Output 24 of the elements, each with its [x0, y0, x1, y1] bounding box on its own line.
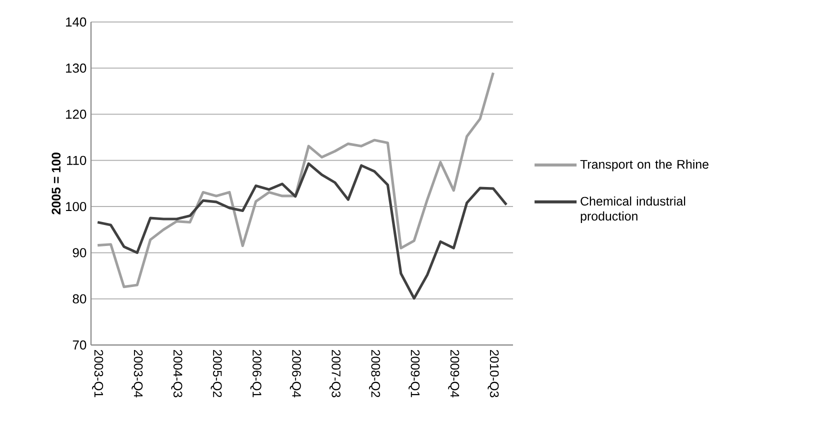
y-tick-label: 130: [66, 64, 86, 73]
y-tick-label: 100: [66, 202, 86, 212]
y-tick-label: 80: [72, 294, 86, 304]
legend-label: Chemical industrial production: [580, 196, 686, 224]
x-tick-label: 2005-Q2: [210, 350, 222, 398]
y-tick-label: 70: [72, 340, 86, 350]
y-tick-label: 90: [72, 248, 86, 258]
x-tick-label: 2008-Q2: [369, 350, 380, 398]
y-tick-label: 110: [66, 156, 86, 165]
y-tick-label: 140: [66, 17, 86, 27]
y-tick-label: 120: [66, 110, 86, 119]
x-tick-label: 2003-Q4: [132, 350, 143, 398]
x-tick-label: 2007-Q3: [329, 350, 340, 398]
y-axis-title: 2005 = 100: [52, 152, 61, 214]
x-tick-label: 2004-Q3: [171, 350, 182, 398]
x-tick-label: 2010-Q3: [488, 350, 499, 398]
x-tick-label: 2009-Q1: [408, 350, 420, 398]
x-tick-label: 2006-Q4: [290, 350, 301, 398]
x-tick-label: 2009-Q4: [448, 350, 460, 398]
line-series: [96, 162, 508, 300]
line-series: [96, 71, 495, 288]
x-tick-label: 2003-Q1: [92, 350, 104, 398]
x-tick-label: 2006-Q1: [250, 350, 262, 398]
legend-label: Transport on the Rhine: [580, 160, 708, 172]
